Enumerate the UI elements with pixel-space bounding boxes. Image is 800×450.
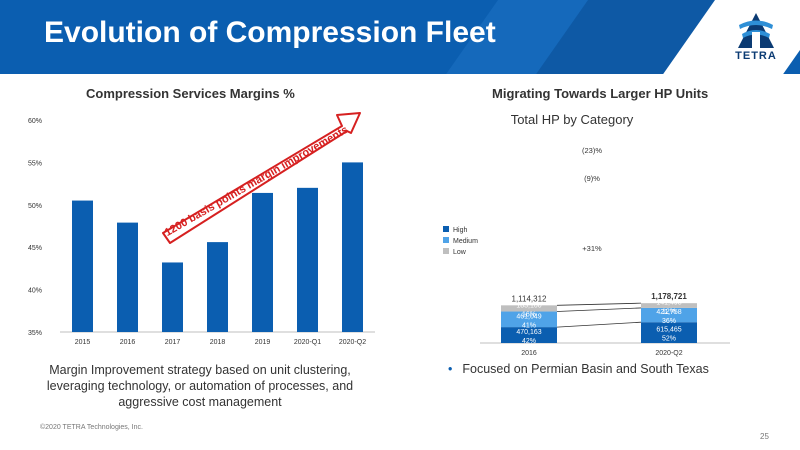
margin-bar-2018 (207, 242, 228, 332)
connector-low (556, 302, 642, 306)
segment-pct-label: 52% (662, 336, 676, 343)
focus-bullet: • Focused on Permian Basin and South Texa… (448, 362, 709, 376)
segment-value-label: 183,100 (516, 302, 541, 309)
legend-label-medium: Medium (453, 238, 478, 245)
legend-swatch-high (443, 226, 449, 232)
margin-bar-2015 (72, 200, 93, 332)
x-tick-label: 2019 (255, 339, 271, 346)
focus-bullet-text: Focused on Permian Basin and South Texas (462, 362, 709, 376)
y-tick-label: 55% (28, 160, 42, 167)
x-tick-label: 2016 (521, 350, 537, 357)
tetra-logo: TETRA (726, 10, 786, 66)
legend-label-high: High (453, 227, 468, 234)
hp-segment-medium-2016 (501, 311, 557, 328)
legend-label-low: Low (453, 249, 467, 256)
connector-medium (556, 307, 642, 312)
margin-bar-2019 (252, 192, 273, 332)
x-tick-label: 2020-Q2 (339, 339, 366, 346)
margin-caption: Margin Improvement strategy based on uni… (46, 363, 354, 409)
connector-high (556, 321, 642, 328)
margin-bar-2016 (117, 222, 138, 332)
x-tick-label: 2018 (210, 339, 226, 346)
y-tick-label: 45% (28, 245, 42, 252)
segment-pct-label: 16% (522, 311, 536, 318)
copyright-footer: ©2020 TETRA Technologies, Inc. (40, 424, 143, 431)
x-tick-label: 2020-Q1 (294, 339, 321, 346)
y-tick-label: 40% (28, 288, 42, 295)
x-tick-label: 2017 (165, 339, 181, 346)
bar-total-label: 1,114,312 (512, 294, 548, 303)
segment-pct-label: 12% (662, 309, 676, 316)
left-chart-subtitle: Compression Services Margins % (86, 86, 295, 101)
bar-total-label: 1,178,721 (651, 292, 687, 301)
y-tick-label: 35% (28, 330, 42, 337)
segment-value-label: 470,163 (516, 329, 541, 336)
hp-chart-title: Total HP by Category (511, 112, 634, 127)
segment-pct-label: 36% (662, 318, 676, 325)
segment-value-label: 461,049 (516, 313, 541, 320)
segment-value-label: 421,758 (656, 309, 681, 316)
segment-value-label: 615,465 (656, 327, 681, 334)
x-tick-label: 2020-Q2 (655, 350, 682, 357)
legend-swatch-low (443, 248, 449, 254)
bullet-dot-icon: • (448, 362, 453, 376)
x-tick-label: 2016 (120, 339, 136, 346)
hp-segment-high-2020-Q2 (641, 322, 697, 343)
page-title: Evolution of Compression Fleet (44, 16, 496, 49)
header-banner: Evolution of Compression Fleet TETRA (0, 0, 800, 74)
segment-value-label: 141,498 (656, 300, 681, 307)
margin-bar-2020-Q2 (342, 162, 363, 332)
hp-segment-medium-2020-Q2 (641, 307, 697, 323)
margin-bar-2020-Q1 (297, 187, 318, 332)
change-label-medium: (9)% (584, 174, 600, 183)
right-chart-subtitle: Migrating Towards Larger HP Units (492, 86, 709, 101)
improvement-arrow: 1200 basis points margin improvements (162, 112, 361, 244)
segment-pct-label: 41% (522, 322, 536, 329)
logo-text: TETRA (735, 50, 777, 62)
improvement-annotation: 1200 basis points margin improvements (163, 124, 351, 239)
x-tick-label: 2015 (75, 339, 91, 346)
margin-bar-2017 (162, 262, 183, 332)
y-tick-label: 60% (28, 118, 42, 125)
change-label-high: +31% (582, 244, 602, 253)
hp-segment-low-2016 (501, 305, 557, 312)
tetra-logo-icon (738, 13, 774, 48)
y-tick-label: 50% (28, 203, 42, 210)
hp-segment-low-2020-Q2 (641, 303, 697, 308)
hp-segment-high-2016 (501, 327, 557, 343)
page-number: 25 (760, 432, 769, 441)
segment-pct-label: 42% (522, 338, 536, 345)
change-label-low: (23)% (582, 146, 602, 155)
legend-swatch-medium (443, 237, 449, 243)
